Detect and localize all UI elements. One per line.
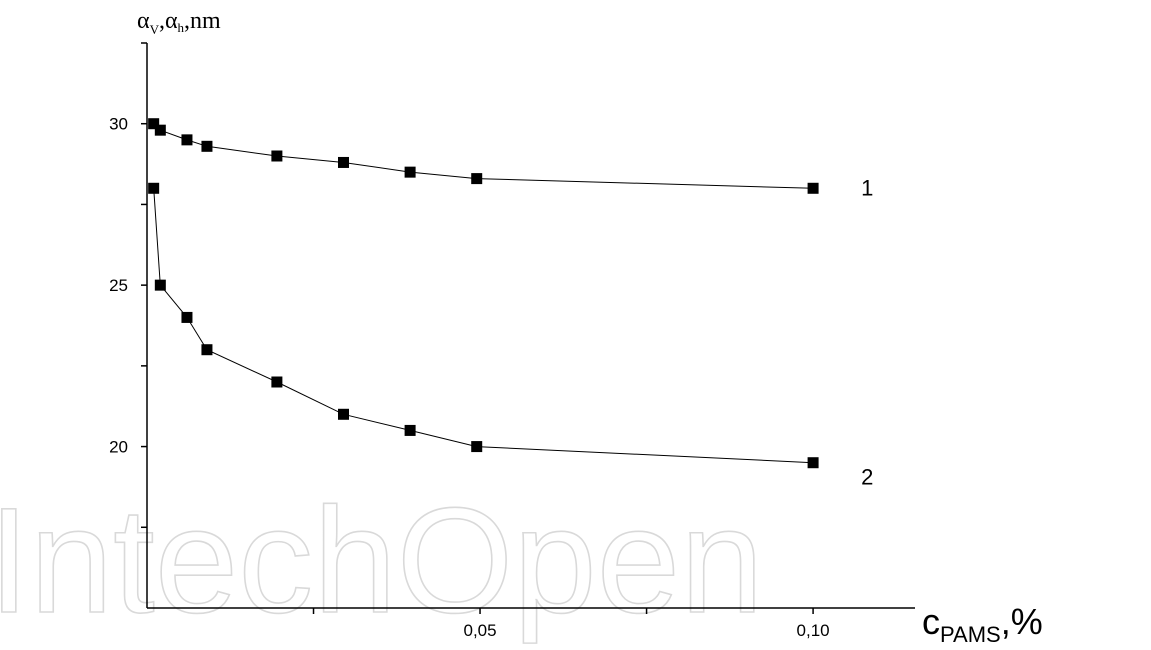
x-tick-label: 0,05 [463, 621, 496, 640]
curve-label-2: 2 [861, 465, 873, 490]
y-tick-label: 20 [109, 438, 128, 457]
series-1-point [154, 124, 166, 136]
series-2-line [153, 188, 814, 464]
ticks: 20 25 30 0,05 0,10 [109, 42, 830, 640]
series-lines [153, 123, 814, 464]
y-axis-label: αV,αh,nm [137, 8, 221, 37]
y-tick-label: 30 [109, 115, 128, 134]
series-2-point [148, 182, 160, 194]
curve-labels: 12 [861, 175, 873, 489]
series-2-point [404, 424, 416, 436]
series-2-point [154, 279, 166, 291]
series-1-point [148, 118, 160, 130]
series-markers [148, 118, 819, 469]
series-2-point [337, 408, 349, 420]
series-2-point [181, 311, 193, 323]
x-axis-label: cPAMS,% [922, 601, 1043, 647]
series-1-point [807, 182, 819, 194]
series-1-point [404, 166, 416, 178]
curve-label-1: 1 [861, 175, 873, 200]
x-tick-label: 0,10 [797, 621, 830, 640]
series-1-point [271, 150, 283, 162]
series-1-point [201, 140, 213, 152]
series-2-point [271, 376, 283, 388]
series-2-point [807, 457, 819, 469]
series-1-point [181, 134, 193, 146]
series-1-line [153, 123, 814, 189]
series-2-point [471, 441, 483, 453]
series-1-point [471, 173, 483, 185]
series-1-point [337, 156, 349, 168]
series-2-point [201, 344, 213, 356]
watermark: IntechOpen [0, 476, 764, 644]
y-tick-label: 25 [109, 276, 128, 295]
